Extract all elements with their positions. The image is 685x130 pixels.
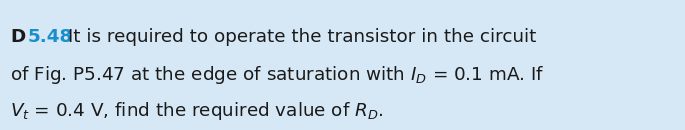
Text: 5.48: 5.48: [28, 28, 73, 46]
Text: D: D: [10, 28, 25, 46]
Text: $V_{t}$ = 0.4 V, find the required value of $R_{D}$.: $V_{t}$ = 0.4 V, find the required value…: [10, 100, 384, 122]
Text: It is required to operate the transistor in the circuit: It is required to operate the transistor…: [68, 28, 536, 46]
Text: of Fig. P5.47 at the edge of saturation with $I_{D}$ = 0.1 mA. If: of Fig. P5.47 at the edge of saturation …: [10, 64, 545, 86]
